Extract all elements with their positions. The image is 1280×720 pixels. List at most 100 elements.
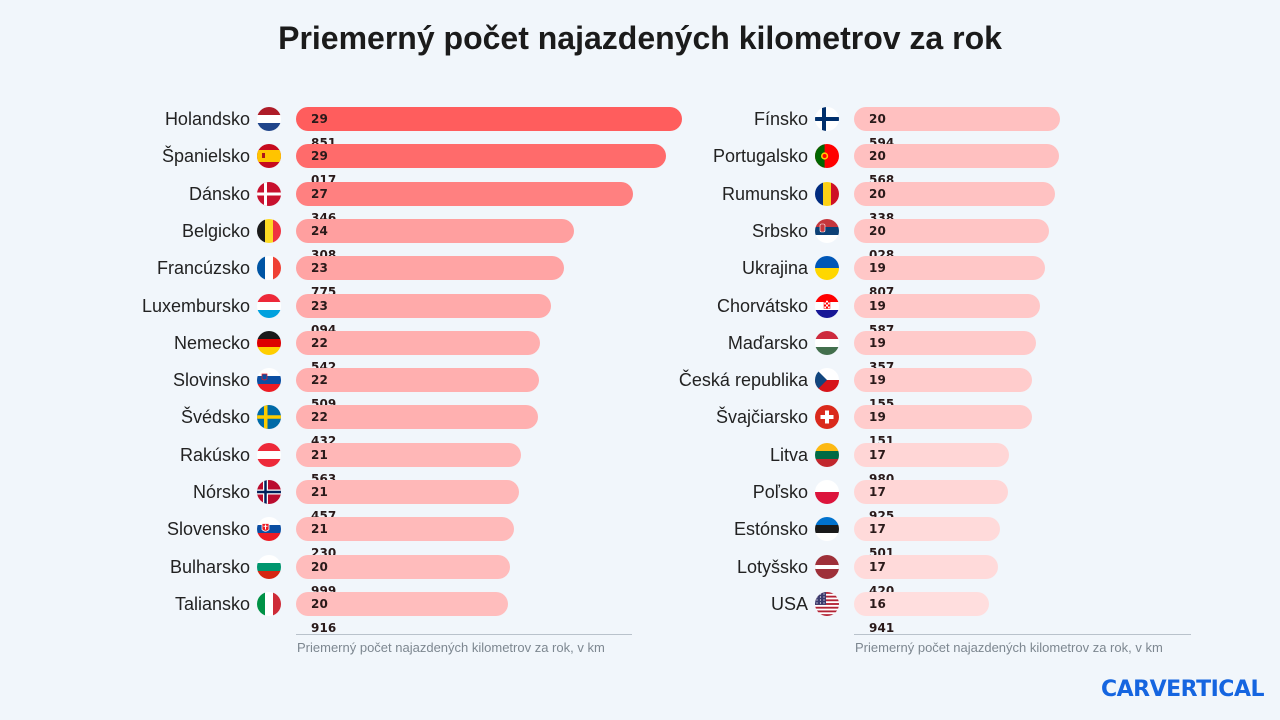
bar-value-label: 20 999 xyxy=(311,559,337,598)
bar xyxy=(296,591,509,616)
bar xyxy=(296,256,564,281)
bar xyxy=(296,330,540,355)
country-label: Česká republika xyxy=(678,370,808,391)
bar xyxy=(296,405,538,430)
bar-value-label: 29 017 xyxy=(311,149,337,188)
flag-icon xyxy=(815,591,839,616)
flag-icon xyxy=(815,405,839,430)
left-axis-line xyxy=(296,634,632,635)
bar xyxy=(296,517,515,542)
country-label: Srbsko xyxy=(751,220,808,241)
bar xyxy=(854,517,1000,542)
country-label: Estónsko xyxy=(733,519,808,540)
right-axis-label: Priemerný počet najazdených kilometrov z… xyxy=(855,640,1163,655)
bar-value-label: 23 775 xyxy=(311,261,337,300)
bar xyxy=(854,181,1056,206)
bar-value-label: 21 563 xyxy=(311,447,337,486)
flag-icon xyxy=(257,218,281,243)
flag-icon xyxy=(815,368,839,393)
country-label: Nemecko xyxy=(173,332,250,353)
country-label: Belgicko xyxy=(181,220,250,241)
bar-value-label: 19 807 xyxy=(869,261,895,300)
bar-value-label: 17 501 xyxy=(869,522,895,561)
bar-value-label: 17 925 xyxy=(869,485,895,523)
bar xyxy=(854,480,1009,504)
flag-icon xyxy=(815,218,839,243)
flag-icon xyxy=(257,405,281,430)
bar-value-label: 21 230 xyxy=(311,522,337,561)
bar xyxy=(296,107,682,131)
country-label: Maďarsko xyxy=(727,332,808,353)
bar-value-label: 20 028 xyxy=(869,223,895,262)
bar xyxy=(296,480,519,504)
flag-icon xyxy=(815,293,839,318)
country-label: Fínsko xyxy=(753,109,808,129)
bar-value-label: 20 916 xyxy=(311,596,337,635)
chart-title: Priemerný počet najazdených kilometrov z… xyxy=(278,20,1002,56)
bar xyxy=(296,442,521,467)
flag-icon xyxy=(257,330,281,355)
country-label: Bulharsko xyxy=(169,556,250,577)
country-label: Taliansko xyxy=(174,593,250,614)
flag-icon xyxy=(257,256,281,281)
bar xyxy=(854,554,999,579)
bar xyxy=(854,368,1033,393)
bar xyxy=(296,554,510,579)
flag-icon xyxy=(257,107,281,131)
brand-logo: CARVERTICAL xyxy=(1100,677,1265,702)
country-label: Luxembursko xyxy=(141,295,250,316)
bar-value-label: 22 509 xyxy=(311,373,337,412)
country-label: Španielsko xyxy=(161,146,250,167)
bar-value-label: 20 594 xyxy=(869,112,895,150)
bar xyxy=(296,181,634,206)
country-label: Holandsko xyxy=(164,109,250,129)
bar-value-label: 17 980 xyxy=(869,447,895,486)
bar xyxy=(854,107,1060,131)
flag-icon xyxy=(815,181,839,206)
bar-value-label: 16 941 xyxy=(869,596,895,635)
bar-value-label: 20 338 xyxy=(869,186,895,225)
bar xyxy=(296,368,540,393)
flag-icon xyxy=(257,368,281,393)
country-label: Švajčiarsko xyxy=(715,407,808,428)
bar-value-label: 19 587 xyxy=(869,298,895,337)
bar-value-label: 29 851 xyxy=(311,112,337,150)
bar-value-label: 27 346 xyxy=(311,186,337,225)
country-label: Lotyšsko xyxy=(736,556,808,577)
bar xyxy=(854,144,1060,169)
bar xyxy=(296,144,666,169)
bar xyxy=(296,293,551,318)
bar-value-label: 23 094 xyxy=(311,298,337,337)
country-label: Litva xyxy=(769,444,808,465)
flag-icon xyxy=(815,554,839,579)
flag-icon xyxy=(257,442,281,467)
bar-value-label: 24 308 xyxy=(311,223,337,262)
flag-icon xyxy=(815,330,839,355)
bar xyxy=(854,405,1032,430)
bar-value-label: 19 357 xyxy=(869,335,895,374)
country-label: Slovinsko xyxy=(172,370,250,391)
bar xyxy=(854,218,1049,243)
country-label: Slovensko xyxy=(166,519,250,540)
country-label: Francúzsko xyxy=(156,258,250,279)
bar-value-label: 17 420 xyxy=(869,559,895,598)
country-label: Nórsko xyxy=(192,482,250,502)
flag-icon xyxy=(257,554,281,579)
bar xyxy=(854,591,989,616)
flag-icon xyxy=(257,480,281,504)
bar xyxy=(296,218,575,243)
country-label: Portugalsko xyxy=(712,146,808,167)
flag-icon xyxy=(257,293,281,318)
bar xyxy=(854,330,1036,355)
country-label: Poľsko xyxy=(752,482,808,502)
flag-icon xyxy=(815,480,839,504)
flag-icon xyxy=(257,591,281,616)
left-axis-label: Priemerný počet najazdených kilometrov z… xyxy=(297,640,605,655)
bar-value-label: 20 568 xyxy=(869,149,895,188)
bar xyxy=(854,256,1045,281)
flag-icon xyxy=(815,517,839,542)
bar-value-label: 19 151 xyxy=(869,410,895,449)
flag-icon xyxy=(815,442,839,467)
flag-icon xyxy=(815,144,839,169)
bar-value-label: 22 432 xyxy=(311,410,337,449)
